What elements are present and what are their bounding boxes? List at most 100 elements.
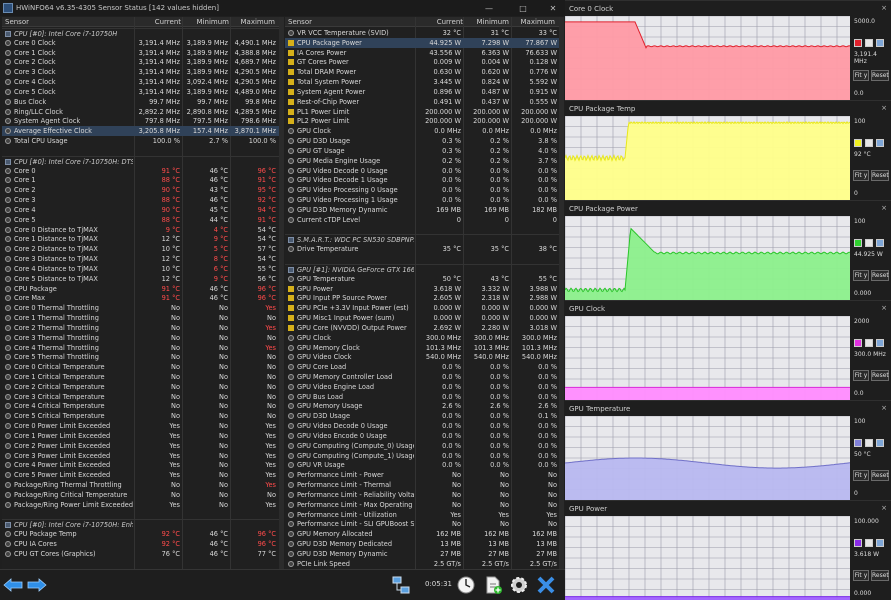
table-row[interactable]: Core 0 91 °C 46 °C 96 °C: [2, 166, 279, 176]
table-row[interactable]: Core 5 Thermal Throttling No No No: [2, 352, 279, 362]
table-row[interactable]: Core 3 Critical Temperature No No No: [2, 392, 279, 402]
table-row[interactable]: Core 2 Thermal Throttling No No Yes: [2, 323, 279, 333]
fit-y-button[interactable]: Fit y: [853, 370, 869, 381]
table-row[interactable]: Core 1 Power Limit Exceeded Yes No Yes: [2, 431, 279, 441]
sensor-column-header-right[interactable]: Sensor: [288, 18, 312, 26]
table-row[interactable]: Core 1 Thermal Throttling No No No: [2, 313, 279, 323]
options-swatch[interactable]: [876, 439, 884, 447]
table-row[interactable]: Performance Limit - Max Operating Voltag…: [285, 500, 559, 510]
color-picker-swatch[interactable]: [865, 539, 873, 547]
table-row[interactable]: PL1 Power Limit 200.000 W 200.000 W 200.000…: [285, 107, 559, 117]
table-row[interactable]: GPU Computing (Compute_0) Usage 0.0 % 0.0 …: [285, 441, 559, 451]
table-row[interactable]: Core 4 Power Limit Exceeded Yes No Yes: [2, 460, 279, 470]
table-row[interactable]: Core 2 Power Limit Exceeded Yes No Yes: [2, 441, 279, 451]
table-row[interactable]: GPU Bus Load 0.0 % 0.0 % 0.0 %: [285, 392, 559, 402]
table-row[interactable]: GPU D3D Usage 0.0 % 0.0 % 0.1 %: [285, 411, 559, 421]
table-row[interactable]: Core 4 Clock 3,191.4 MHz 3,092.4 MHz 4,290.…: [2, 77, 279, 87]
table-row[interactable]: GPU Computing (Compute_1) Usage 0.0 % 0.0 …: [285, 451, 559, 461]
sensor-group-header[interactable]: CPU [#0]: Intel Core i7-10750H: [2, 28, 279, 38]
table-row[interactable]: Core 5 Critical Temperature No No No: [2, 411, 279, 421]
table-row[interactable]: Core 4 Thermal Throttling No No Yes: [2, 343, 279, 353]
close-icon[interactable]: ✕: [549, 3, 557, 13]
options-swatch[interactable]: [876, 39, 884, 47]
reset-button[interactable]: Reset: [871, 270, 889, 281]
table-row[interactable]: PCIe Link Speed 2.5 GT/s 2.5 GT/s 2.5 GT/s: [285, 559, 559, 569]
color-picker-swatch[interactable]: [865, 439, 873, 447]
table-row[interactable]: Performance Limit - Reliability Voltage N…: [285, 490, 559, 500]
table-row[interactable]: VR VCC Temperature (SVID) 32 °C 31 °C 33 °C: [285, 28, 559, 38]
color-picker-swatch[interactable]: [865, 139, 873, 147]
table-row[interactable]: PL2 Power Limit 200.000 W 200.000 W 200.000…: [285, 116, 559, 126]
table-row[interactable]: Drive Temperature 35 °C 35 °C 38 °C: [285, 244, 559, 254]
table-row[interactable]: GPU Clock 0.0 MHz 0.0 MHz 0.0 MHz: [285, 126, 559, 136]
fit-y-button[interactable]: Fit y: [853, 470, 869, 481]
table-row[interactable]: Package/Ring Critical Temperature No No No: [2, 490, 279, 500]
table-row[interactable]: GPU Video Processing 0 Usage 0.0 % 0.0 % 0.…: [285, 185, 559, 195]
series-color-swatch[interactable]: [854, 239, 862, 247]
table-row[interactable]: GPU Clock 300.0 MHz 300.0 MHz 300.0 MHz: [285, 333, 559, 343]
graph-panel-1[interactable]: CPU Package Temp × 100 92 °C Fit y Reset 0: [565, 100, 891, 200]
series-color-swatch[interactable]: [854, 339, 862, 347]
current-column-header-right[interactable]: Current: [436, 18, 463, 26]
clock-icon[interactable]: [455, 574, 477, 596]
sensor-group-header[interactable]: CPU [#0]: Intel Core i7-10750H: Enhanced: [2, 519, 279, 529]
close-graph-icon[interactable]: ×: [881, 304, 887, 312]
settings-gear-icon[interactable]: [508, 574, 530, 596]
table-row[interactable]: GPU Media Engine Usage 0.2 % 0.2 % 3.7 %: [285, 156, 559, 166]
table-row[interactable]: Core 2 90 °C 43 °C 95 °C: [2, 185, 279, 195]
minimize-icon[interactable]: —: [485, 3, 493, 13]
add-report-icon[interactable]: [482, 574, 504, 596]
table-row[interactable]: Average Effective Clock 3,205.8 MHz 157.4 …: [2, 126, 279, 137]
series-color-swatch[interactable]: [854, 539, 862, 547]
series-color-swatch[interactable]: [854, 439, 862, 447]
left-scrollbar[interactable]: [279, 17, 284, 569]
table-row[interactable]: Core 4 Critical Temperature No No No: [2, 401, 279, 411]
table-row[interactable]: Core 1 88 °C 46 °C 91 °C: [2, 175, 279, 185]
table-row[interactable]: GPU Core (NVVDD) Output Power 2.692 W 2.28…: [285, 323, 559, 333]
table-row[interactable]: Total System Power 3.445 W 0.824 W 5.592 W: [285, 77, 559, 87]
table-row[interactable]: GPU Memory Controller Load 0.0 % 0.0 % 0.0 …: [285, 372, 559, 382]
table-row[interactable]: Performance Limit - Power No No No: [285, 470, 559, 480]
options-swatch[interactable]: [876, 239, 884, 247]
close-graph-icon[interactable]: ×: [881, 504, 887, 512]
options-swatch[interactable]: [876, 339, 884, 347]
graph-panel-3[interactable]: GPU Clock × 2000 300.0 MHz Fit y Reset 0.0: [565, 300, 891, 400]
maximize-icon[interactable]: □: [519, 3, 527, 13]
table-row[interactable]: Core 3 88 °C 46 °C 92 °C: [2, 195, 279, 205]
table-row[interactable]: GPU Memory Clock 101.3 MHz 101.3 MHz 101.3 …: [285, 343, 559, 353]
options-swatch[interactable]: [876, 139, 884, 147]
table-row[interactable]: Ring/LLC Clock 2,892.2 MHz 2,890.8 MHz 4,28…: [2, 107, 279, 117]
table-row[interactable]: Performance Limit - SLI GPUBoost Sync No N…: [285, 519, 559, 529]
table-row[interactable]: Total CPU Usage 100.0 % 2.7 % 100.0 %: [2, 136, 279, 146]
close-sensors-icon[interactable]: [535, 574, 557, 596]
table-row[interactable]: Core 2 Clock 3,191.4 MHz 3,189.9 MHz 4,689.…: [2, 57, 279, 67]
table-row[interactable]: Performance Limit - Utilization Yes Yes Yes: [285, 510, 559, 520]
table-row[interactable]: Current cTDP Level 0 0 0: [285, 215, 559, 225]
graph-panel-5[interactable]: GPU Power × 100.000 3.618 W Fit y Reset 0.000: [565, 500, 891, 600]
sensor-table-left[interactable]: Sensor Current Minimum Maximum CPU [#0]:…: [2, 17, 279, 569]
table-row[interactable]: GPU Power 3.618 W 3.332 W 3.988 W: [285, 284, 559, 294]
table-row[interactable]: GPU D3D Usage 0.3 % 0.2 % 3.8 %: [285, 136, 559, 146]
column-header-right[interactable]: Sensor Current Minimum Maximum: [285, 17, 559, 27]
table-row[interactable]: Core 3 Distance to TjMAX 12 °C 8 °C 54 °C: [2, 254, 279, 264]
minimum-column-header[interactable]: Minimum: [196, 18, 229, 26]
table-row[interactable]: CPU IA Cores 92 °C 46 °C 96 °C: [2, 539, 279, 549]
table-row[interactable]: Core 0 Clock 3,191.4 MHz 3,189.9 MHz 4,490.…: [2, 38, 279, 48]
reset-button[interactable]: Reset: [871, 470, 889, 481]
color-picker-swatch[interactable]: [865, 239, 873, 247]
table-row[interactable]: GPU Memory Allocated 162 MB 162 MB 162 MB: [285, 529, 559, 539]
table-row[interactable]: GPU D3D Memory Dedicated 13 MB 13 MB 13 MB: [285, 539, 559, 549]
table-row[interactable]: Core 5 Power Limit Exceeded Yes No Yes: [2, 470, 279, 480]
options-swatch[interactable]: [876, 539, 884, 547]
table-row[interactable]: Core 2 Distance to TjMAX 10 °C 5 °C 57 °C: [2, 244, 279, 254]
series-color-swatch[interactable]: [854, 139, 862, 147]
table-row[interactable]: GPU D3D Memory Dynamic 169 MB 169 MB 182 MB: [285, 205, 559, 215]
table-row[interactable]: Core 4 90 °C 45 °C 94 °C: [2, 205, 279, 215]
table-row[interactable]: Core 3 Clock 3,191.4 MHz 3,189.9 MHz 4,290.…: [2, 67, 279, 77]
table-row[interactable]: GPU Video Decode 0 Usage 0.0 % 0.0 % 0.0 %: [285, 166, 559, 176]
graph-panel-0[interactable]: Core 0 Clock × 5000.0 3,191.4 MHz Fit y Reset…: [565, 0, 891, 100]
table-row[interactable]: Total DRAM Power 0.630 W 0.620 W 0.776 W: [285, 67, 559, 77]
table-row[interactable]: System Agent Power 0.896 W 0.487 W 0.915 W: [285, 87, 559, 97]
reset-button[interactable]: Reset: [871, 570, 889, 581]
table-row[interactable]: Performance Limit - Thermal No No No: [285, 480, 559, 490]
